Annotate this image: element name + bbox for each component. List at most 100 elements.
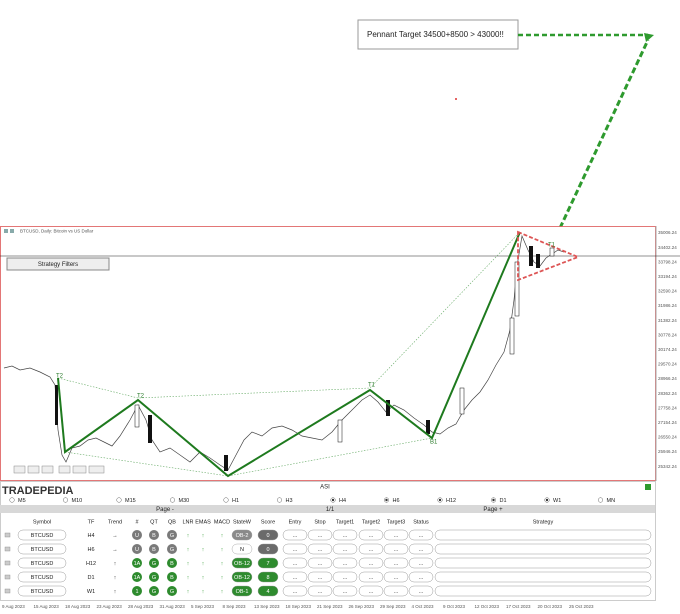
pill [257, 529, 279, 541]
date-label: 18 Aug 2023 [65, 604, 91, 609]
price-label: 33798.24 [658, 259, 677, 264]
cell-text: ... [419, 589, 424, 595]
column-header: MACD [214, 519, 230, 525]
cell-text: 7 [266, 561, 269, 567]
radio[interactable] [597, 497, 604, 503]
cell-text: → [112, 547, 118, 553]
cell-text: ... [394, 533, 399, 539]
pill [231, 585, 253, 597]
candle [536, 254, 540, 268]
badge [167, 586, 177, 596]
cell-text: H6 [87, 547, 94, 553]
cell-text: ↑ [187, 575, 190, 581]
pill [257, 543, 279, 555]
nav-button[interactable] [41, 465, 54, 474]
cell-text: ... [293, 547, 298, 553]
page-prev[interactable]: Page - [156, 507, 174, 513]
pill [231, 557, 253, 569]
close-icon[interactable] [645, 484, 651, 490]
cell-text: ... [369, 575, 374, 581]
date-axis [0, 601, 680, 614]
timeframe-label: H1 [232, 498, 239, 504]
pill [231, 571, 253, 583]
pill [358, 543, 384, 555]
page-next[interactable]: Page + [483, 507, 503, 513]
badge [167, 572, 177, 582]
row-icon[interactable] [4, 560, 11, 566]
radio[interactable] [223, 497, 229, 503]
strategy-cell [434, 571, 652, 583]
strategy-filters-button[interactable] [6, 257, 110, 271]
row-icon[interactable] [4, 588, 11, 594]
cell-text: G [152, 575, 156, 581]
nav-button[interactable] [72, 465, 87, 474]
price-label: 31382.24 [658, 318, 677, 323]
pill [231, 529, 253, 541]
cell-text: 8 [266, 575, 269, 581]
row-icon[interactable] [4, 546, 11, 552]
cell-text: 1 [135, 589, 138, 595]
radio-dot [331, 498, 335, 502]
price-label: 28362.24 [658, 391, 677, 396]
radio[interactable] [169, 497, 176, 503]
nav-button[interactable] [13, 465, 26, 474]
cell-text: ... [419, 533, 424, 539]
candle [549, 247, 555, 257]
price-label: 26550.24 [658, 435, 677, 440]
radio[interactable] [9, 497, 15, 503]
nav-button[interactable] [58, 465, 71, 474]
radio-dot [545, 498, 549, 502]
pill [17, 585, 67, 597]
cell-text: 0 [266, 547, 269, 553]
nav-button[interactable] [88, 465, 105, 474]
cell-text: ↑ [202, 533, 205, 539]
cell-text: ... [293, 589, 298, 595]
date-label: 12 Oct 2023 [475, 604, 500, 609]
cell-text: ... [394, 561, 399, 567]
pill [282, 543, 308, 555]
cell-text: ↑ [187, 533, 190, 539]
zigzag [57, 231, 521, 478]
candle [426, 420, 430, 434]
date-label: 13 Sep 2023 [254, 604, 280, 609]
pill [358, 585, 384, 597]
timeframe-label: MN [607, 498, 616, 504]
radio[interactable] [62, 497, 69, 503]
cell-text: BTCUSD [31, 575, 54, 581]
price-label: 32590.24 [658, 289, 677, 294]
cell-text: ↑ [114, 589, 117, 595]
pill [307, 585, 333, 597]
page-bar [0, 505, 330, 513]
nav-button[interactable] [27, 465, 40, 474]
target-arrow [558, 39, 650, 229]
pill [408, 543, 434, 555]
cell-text: OB-12 [234, 575, 250, 581]
radio[interactable] [116, 497, 122, 503]
row-icon[interactable] [4, 532, 11, 538]
column-header: # [135, 519, 139, 525]
strategy-cell [434, 585, 652, 597]
timeframe-label: H3 [286, 498, 293, 504]
cell-text: ... [369, 547, 374, 553]
icon [4, 229, 8, 233]
column-header: QB [168, 519, 176, 525]
badge [149, 586, 159, 596]
badge [167, 530, 177, 540]
candle [529, 246, 533, 266]
date-label: 17 Oct 2023 [506, 604, 531, 609]
cell-text: B [170, 561, 174, 567]
cell-text: ... [369, 561, 374, 567]
pill [332, 557, 358, 569]
date-label: 8 Sep 2023 [223, 604, 247, 609]
radio[interactable] [276, 497, 283, 503]
cell-text: ... [394, 547, 399, 553]
timeframe-label: W1 [553, 498, 561, 504]
cell-text: ↑ [221, 589, 224, 595]
row-icon[interactable] [4, 574, 11, 580]
strategy-cell [434, 529, 652, 541]
badge [132, 572, 142, 582]
pill [383, 585, 409, 597]
cell-text: ... [293, 561, 298, 567]
badge [132, 544, 142, 554]
cell-text: ... [369, 589, 374, 595]
